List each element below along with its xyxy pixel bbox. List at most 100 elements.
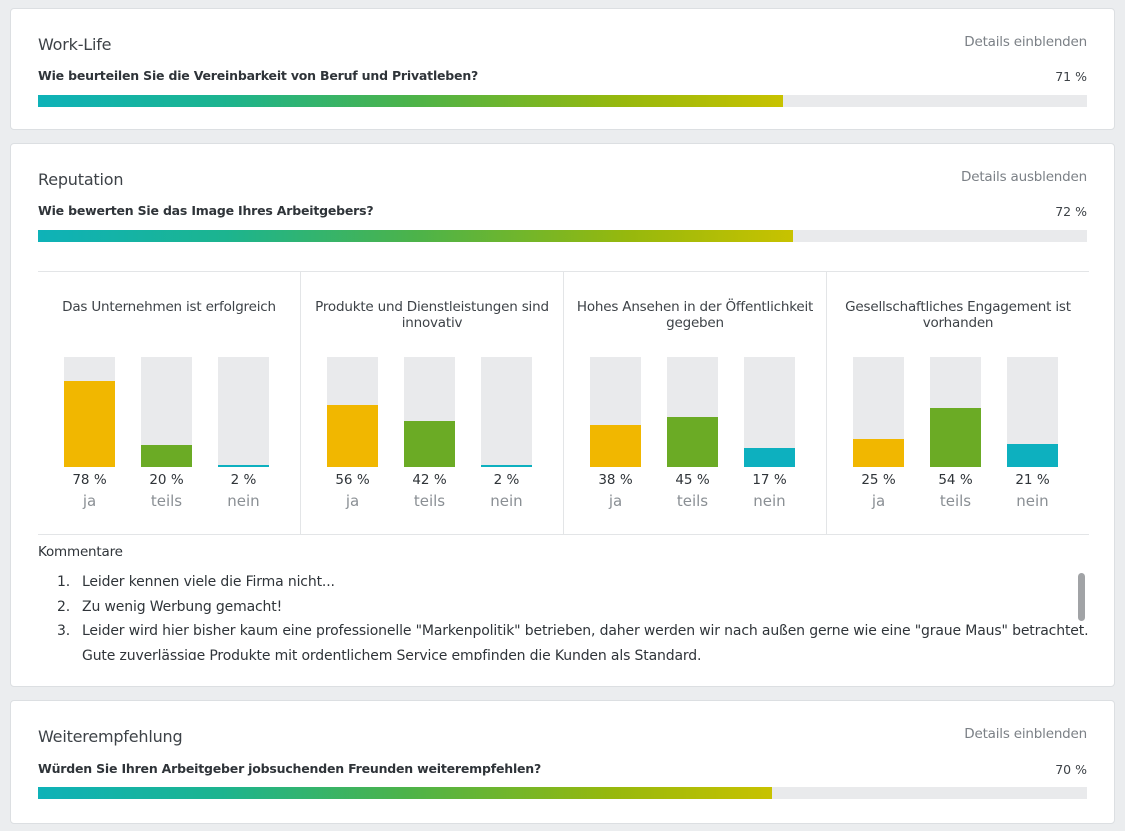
bar-track bbox=[930, 357, 981, 467]
bar-column-ja: 25 % ja bbox=[853, 357, 904, 510]
reputation-details-toggle[interactable]: Details ausblenden bbox=[961, 169, 1087, 185]
bar-value-label: 78 % bbox=[72, 472, 107, 488]
bar-track bbox=[481, 357, 532, 467]
comment-number: 1. bbox=[57, 574, 71, 590]
worklife-card: Work-Life Details einblenden Wie beurtei… bbox=[10, 8, 1115, 130]
bar-category-label: ja bbox=[345, 492, 360, 510]
bar-column-ja: 56 % ja bbox=[327, 357, 378, 510]
weiterempfehlung-title: Weiterempfehlung bbox=[38, 727, 183, 746]
subchart-1: Das Unternehmen ist erfolgreich 78 % ja 20 … bbox=[38, 272, 301, 534]
weiterempfehlung-percent: 70 % bbox=[1055, 762, 1087, 777]
reputation-subcharts: Das Unternehmen ist erfolgreich 78 % ja 20 … bbox=[38, 271, 1089, 535]
bar-teils bbox=[667, 417, 718, 467]
comment-number: 3. bbox=[57, 623, 71, 639]
bar-category-label: teils bbox=[939, 492, 972, 510]
comment-item: 1. Leider kennen viele die Firma nicht... bbox=[57, 570, 1088, 595]
bar-ja bbox=[327, 405, 378, 467]
bar-value-label: 21 % bbox=[1015, 472, 1050, 488]
bar-category-label: teils bbox=[150, 492, 183, 510]
bar-category-label: ja bbox=[871, 492, 886, 510]
bar-value-label: 45 % bbox=[675, 472, 710, 488]
subchart-3: Hohes Ansehen in der Öffentlichkeit gege… bbox=[564, 272, 827, 534]
weiterempfehlung-progress-fill bbox=[38, 787, 773, 799]
subchart-title: Produkte und Dienstleistungen sind innov… bbox=[315, 299, 549, 331]
bar-value-label: 17 % bbox=[752, 472, 787, 488]
bar-value-label: 42 % bbox=[412, 472, 447, 488]
bar-column-ja: 78 % ja bbox=[64, 357, 115, 510]
subchart-title: Hohes Ansehen in der Öffentlichkeit gege… bbox=[576, 299, 814, 331]
subchart-2: Produkte und Dienstleistungen sind innov… bbox=[301, 272, 564, 534]
weiterempfehlung-progress-track bbox=[38, 787, 1087, 799]
comment-item: 3. Leider wird hier bisher kaum eine prof… bbox=[57, 619, 1088, 644]
bar-ja bbox=[590, 425, 641, 467]
bar-track bbox=[64, 357, 115, 467]
worklife-progress-fill bbox=[38, 95, 783, 107]
weiterempfehlung-question: Würden Sie Ihren Arbeitgeber jobsuchende… bbox=[38, 761, 542, 776]
weiterempfehlung-details-toggle[interactable]: Details einblenden bbox=[964, 726, 1087, 742]
comments-heading: Kommentare bbox=[38, 544, 123, 560]
bar-nein bbox=[1007, 444, 1058, 467]
bar-category-label: teils bbox=[676, 492, 709, 510]
bar-nein bbox=[481, 465, 532, 467]
bar-category-label: nein bbox=[753, 492, 786, 510]
weiterempfehlung-card: Weiterempfehlung Details einblenden Würd… bbox=[10, 700, 1115, 824]
comments-list: 1. Leider kennen viele die Firma nicht...… bbox=[38, 570, 1088, 660]
subchart-4: Gesellschaftliches Engagement ist vorhan… bbox=[827, 272, 1089, 534]
worklife-progress-track bbox=[38, 95, 1087, 107]
bar-column-nein: 2 % nein bbox=[481, 357, 532, 510]
bar-category-label: ja bbox=[608, 492, 623, 510]
bar-column-teils: 54 % teils bbox=[930, 357, 981, 510]
bar-track bbox=[327, 357, 378, 467]
bar-category-label: nein bbox=[490, 492, 523, 510]
reputation-progress-fill bbox=[38, 230, 794, 242]
bar-track bbox=[744, 357, 795, 467]
bar-track bbox=[667, 357, 718, 467]
comments-scrollbar[interactable] bbox=[1078, 573, 1085, 621]
bar-value-label: 2 % bbox=[493, 472, 520, 488]
worklife-title: Work-Life bbox=[38, 35, 112, 54]
bar-column-teils: 42 % teils bbox=[404, 357, 455, 510]
bar-track bbox=[1007, 357, 1058, 467]
bar-column-nein: 17 % nein bbox=[744, 357, 795, 510]
bar-track bbox=[218, 357, 269, 467]
subchart-title: Gesellschaftliches Engagement ist vorhan… bbox=[845, 299, 1071, 331]
reputation-question: Wie bewerten Sie das Image Ihres Arbeitg… bbox=[38, 203, 374, 218]
bar-nein bbox=[744, 448, 795, 467]
worklife-question: Wie beurteilen Sie die Vereinbarkeit von… bbox=[38, 68, 479, 83]
comment-text: Zu wenig Werbung gemacht! bbox=[82, 598, 283, 615]
bar-track bbox=[404, 357, 455, 467]
bar-ja bbox=[64, 381, 115, 467]
bar-teils bbox=[141, 445, 192, 467]
reputation-progress-track bbox=[38, 230, 1087, 242]
bar-column-nein: 2 % nein bbox=[218, 357, 269, 510]
bar-track bbox=[590, 357, 641, 467]
bar-nein bbox=[218, 465, 269, 467]
reputation-percent: 72 % bbox=[1055, 204, 1087, 219]
comment-text: Leider kennen viele die Firma nicht... bbox=[82, 574, 335, 590]
bar-value-label: 20 % bbox=[149, 472, 184, 488]
worklife-details-toggle[interactable]: Details einblenden bbox=[964, 34, 1087, 50]
bar-column-ja: 38 % ja bbox=[590, 357, 641, 510]
bar-ja bbox=[853, 439, 904, 467]
bar-column-nein: 21 % nein bbox=[1007, 357, 1058, 510]
bar-value-label: 38 % bbox=[598, 472, 633, 488]
bar-teils bbox=[930, 408, 981, 467]
bar-category-label: nein bbox=[227, 492, 260, 510]
comments-box: 1. Leider kennen viele die Firma nicht...… bbox=[38, 570, 1088, 660]
reputation-title: Reputation bbox=[38, 170, 124, 189]
bar-category-label: teils bbox=[413, 492, 446, 510]
reputation-card: Reputation Details ausblenden Wie bewert… bbox=[10, 143, 1115, 687]
comment-text: Gute zuverlässige Produkte mit ordentlic… bbox=[82, 647, 702, 661]
bar-category-label: ja bbox=[82, 492, 97, 510]
bar-value-label: 25 % bbox=[861, 472, 896, 488]
bar-category-label: nein bbox=[1016, 492, 1049, 510]
bar-value-label: 54 % bbox=[938, 472, 973, 488]
bar-track bbox=[853, 357, 904, 467]
comment-text: Leider wird hier bisher kaum eine profes… bbox=[82, 623, 1088, 639]
bar-teils bbox=[404, 421, 455, 467]
bar-value-label: 56 % bbox=[335, 472, 370, 488]
bar-value-label: 2 % bbox=[230, 472, 257, 488]
comment-item: 2. Zu wenig Werbung gemacht! bbox=[57, 595, 1088, 620]
bar-track bbox=[141, 357, 192, 467]
bar-column-teils: 45 % teils bbox=[667, 357, 718, 510]
